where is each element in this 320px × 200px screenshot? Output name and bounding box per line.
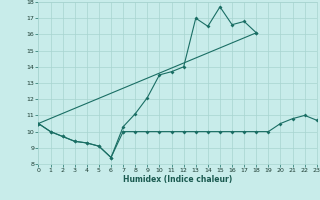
X-axis label: Humidex (Indice chaleur): Humidex (Indice chaleur) (123, 175, 232, 184)
